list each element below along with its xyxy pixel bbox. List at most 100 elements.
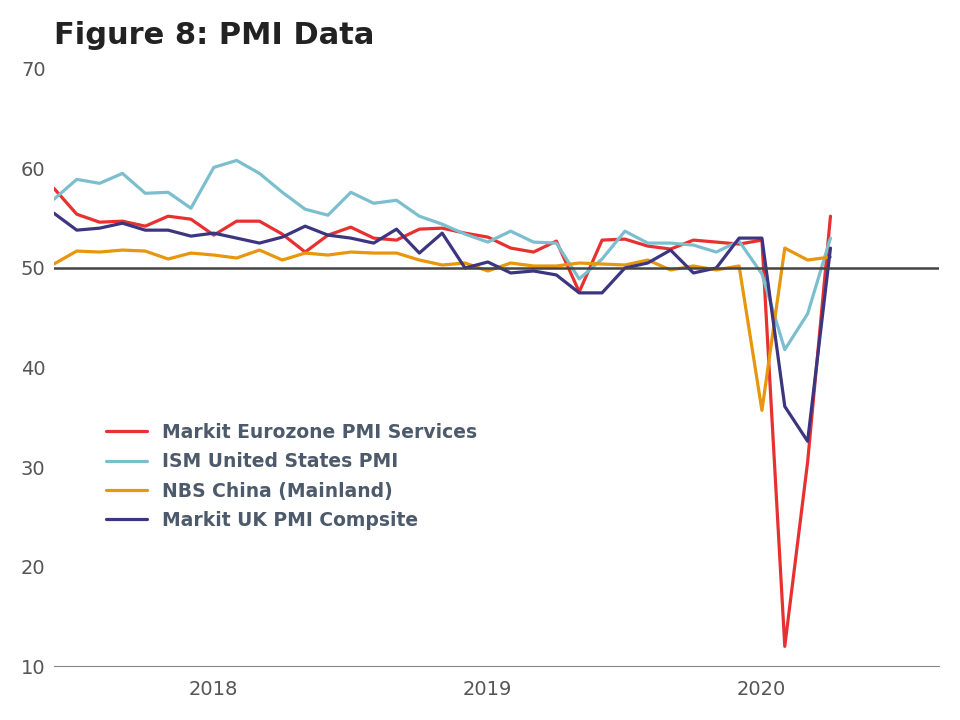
Markit Eurozone PMI Services xyxy=(802,458,813,467)
NBS China (Mainland) xyxy=(94,248,106,256)
Markit UK PMI Compsite xyxy=(779,402,790,410)
Markit Eurozone PMI Services xyxy=(94,218,106,227)
Markit Eurozone PMI Services xyxy=(208,231,220,240)
NBS China (Mainland) xyxy=(391,248,402,257)
Markit Eurozone PMI Services xyxy=(185,215,197,223)
ISM United States PMI xyxy=(825,234,836,243)
NBS China (Mainland) xyxy=(71,247,83,256)
NBS China (Mainland) xyxy=(230,253,242,262)
ISM United States PMI xyxy=(551,239,563,248)
Markit UK PMI Compsite xyxy=(368,239,379,248)
ISM United States PMI xyxy=(117,169,129,178)
Markit Eurozone PMI Services xyxy=(323,231,334,240)
Markit Eurozone PMI Services xyxy=(71,210,83,219)
Markit Eurozone PMI Services xyxy=(756,235,768,244)
NBS China (Mainland) xyxy=(825,253,836,261)
NBS China (Mainland) xyxy=(482,266,493,275)
Markit UK PMI Compsite xyxy=(230,234,242,243)
ISM United States PMI xyxy=(505,227,516,235)
Markit Eurozone PMI Services xyxy=(779,642,790,651)
ISM United States PMI xyxy=(323,211,334,220)
NBS China (Mainland) xyxy=(779,244,790,253)
Markit UK PMI Compsite xyxy=(437,229,448,238)
Markit Eurozone PMI Services xyxy=(459,229,470,238)
ISM United States PMI xyxy=(230,156,242,165)
NBS China (Mainland) xyxy=(505,258,516,267)
NBS China (Mainland) xyxy=(345,248,356,256)
NBS China (Mainland) xyxy=(710,266,722,274)
NBS China (Mainland) xyxy=(300,248,311,257)
Line: Markit UK PMI Compsite: Markit UK PMI Compsite xyxy=(54,213,830,441)
Markit Eurozone PMI Services xyxy=(551,237,563,246)
ISM United States PMI xyxy=(94,179,106,188)
Markit UK PMI Compsite xyxy=(642,258,654,267)
Markit UK PMI Compsite xyxy=(482,258,493,266)
ISM United States PMI xyxy=(139,189,151,197)
NBS China (Mainland) xyxy=(185,248,197,257)
ISM United States PMI xyxy=(733,237,745,246)
Markit UK PMI Compsite xyxy=(687,269,699,277)
ISM United States PMI xyxy=(573,274,585,283)
ISM United States PMI xyxy=(300,205,311,214)
ISM United States PMI xyxy=(802,310,813,318)
Markit UK PMI Compsite xyxy=(710,264,722,272)
Markit UK PMI Compsite xyxy=(756,234,768,243)
ISM United States PMI xyxy=(482,238,493,246)
ISM United States PMI xyxy=(414,212,425,220)
Markit Eurozone PMI Services xyxy=(414,225,425,233)
NBS China (Mainland) xyxy=(276,256,288,264)
Markit Eurozone PMI Services xyxy=(139,222,151,230)
Markit Eurozone PMI Services xyxy=(687,235,699,244)
NBS China (Mainland) xyxy=(802,256,813,264)
Markit UK PMI Compsite xyxy=(71,226,83,235)
ISM United States PMI xyxy=(185,204,197,212)
NBS China (Mainland) xyxy=(687,261,699,270)
ISM United States PMI xyxy=(368,199,379,207)
Markit UK PMI Compsite xyxy=(505,269,516,277)
ISM United States PMI xyxy=(642,239,654,248)
Markit Eurozone PMI Services xyxy=(437,224,448,233)
NBS China (Mainland) xyxy=(414,256,425,264)
ISM United States PMI xyxy=(253,169,265,178)
Line: Markit Eurozone PMI Services: Markit Eurozone PMI Services xyxy=(54,189,830,647)
Markit Eurozone PMI Services xyxy=(825,212,836,220)
Markit UK PMI Compsite xyxy=(162,226,174,235)
NBS China (Mainland) xyxy=(117,246,129,254)
Legend: Markit Eurozone PMI Services, ISM United States PMI, NBS China (Mainland), Marki: Markit Eurozone PMI Services, ISM United… xyxy=(99,415,485,537)
Markit UK PMI Compsite xyxy=(276,233,288,241)
ISM United States PMI xyxy=(208,163,220,172)
Markit Eurozone PMI Services xyxy=(48,184,60,193)
Markit Eurozone PMI Services xyxy=(482,233,493,241)
ISM United States PMI xyxy=(459,230,470,238)
Markit Eurozone PMI Services xyxy=(276,230,288,238)
Markit UK PMI Compsite xyxy=(94,224,106,233)
NBS China (Mainland) xyxy=(323,251,334,259)
ISM United States PMI xyxy=(779,346,790,354)
Markit Eurozone PMI Services xyxy=(665,245,677,253)
NBS China (Mainland) xyxy=(48,260,60,269)
Markit Eurozone PMI Services xyxy=(733,240,745,248)
ISM United States PMI xyxy=(596,255,608,264)
Markit Eurozone PMI Services xyxy=(619,235,631,243)
ISM United States PMI xyxy=(345,188,356,197)
ISM United States PMI xyxy=(687,240,699,249)
Markit Eurozone PMI Services xyxy=(642,242,654,251)
Markit Eurozone PMI Services xyxy=(230,217,242,225)
Markit Eurozone PMI Services xyxy=(391,235,402,244)
Markit Eurozone PMI Services xyxy=(162,212,174,220)
ISM United States PMI xyxy=(48,195,60,204)
Line: NBS China (Mainland): NBS China (Mainland) xyxy=(54,248,830,410)
Markit Eurozone PMI Services xyxy=(505,244,516,253)
Markit UK PMI Compsite xyxy=(551,271,563,279)
Line: ISM United States PMI: ISM United States PMI xyxy=(54,161,830,350)
Markit UK PMI Compsite xyxy=(619,264,631,272)
Markit UK PMI Compsite xyxy=(208,229,220,238)
ISM United States PMI xyxy=(528,238,540,246)
Markit Eurozone PMI Services xyxy=(596,235,608,244)
Markit UK PMI Compsite xyxy=(414,248,425,257)
Markit UK PMI Compsite xyxy=(185,232,197,240)
ISM United States PMI xyxy=(665,239,677,248)
NBS China (Mainland) xyxy=(573,258,585,267)
NBS China (Mainland) xyxy=(368,248,379,257)
Markit UK PMI Compsite xyxy=(323,231,334,240)
